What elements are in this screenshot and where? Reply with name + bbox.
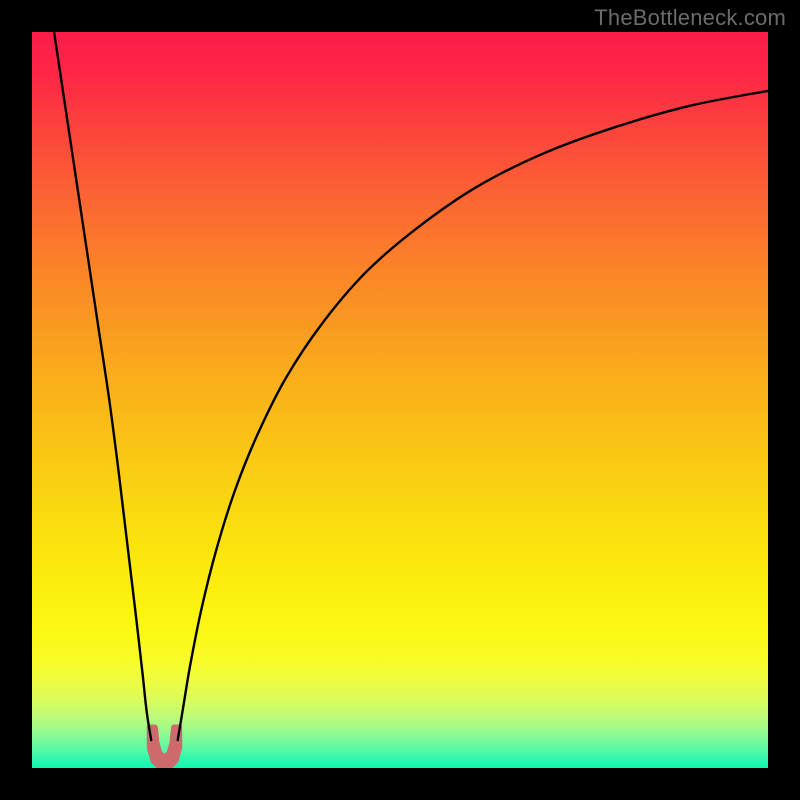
source-watermark-link[interactable]: TheBottleneck.com — [594, 5, 786, 31]
chart-root: TheBottleneck.com — [0, 0, 800, 800]
bottleneck-chart — [32, 32, 768, 768]
gradient-background — [32, 32, 768, 768]
